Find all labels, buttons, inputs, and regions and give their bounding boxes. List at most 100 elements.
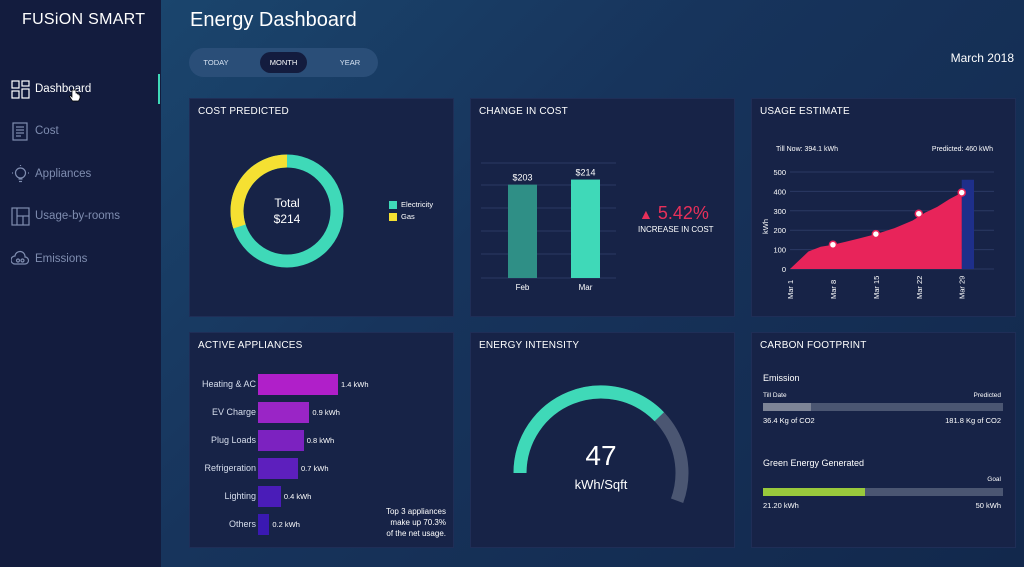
sidebar-item-dashboard[interactable]: Dashboard — [11, 77, 91, 101]
gas-slice — [230, 154, 288, 229]
energy-intensity-gauge: 47 kWh/Sqft — [513, 385, 689, 503]
card-title: COST PREDICTED — [198, 106, 289, 117]
period-month-button[interactable]: MONTH — [260, 52, 307, 73]
appliance-bar — [258, 402, 310, 423]
y-tick-label: 300 — [773, 207, 786, 216]
appliance-value: 0.8 kWh — [306, 436, 335, 445]
energy-intensity-card: ENERGY INTENSITY 47 kWh/Sqft — [470, 332, 735, 548]
x-tick-label: Mar 29 — [958, 276, 967, 299]
change-in-cost-chart: $203 Feb $214 Mar — [481, 162, 616, 292]
note-line: make up 70.3% — [390, 518, 446, 527]
usage-estimate-card: USAGE ESTIMATE Till Now: 394.1 kWh Predi… — [751, 98, 1016, 317]
page-title: Energy Dashboard — [190, 9, 357, 31]
active-nav-indicator — [158, 74, 160, 104]
appliance-label: EV Charge — [211, 407, 256, 417]
emission-progress-bar — [763, 403, 1003, 411]
brand-logo: FUSiON SMART — [22, 11, 146, 28]
sidebar-item-emissions[interactable]: Emissions — [11, 247, 87, 271]
green-energy-title: Green Energy Generated — [763, 458, 865, 468]
x-tick-label: Mar 22 — [915, 276, 924, 299]
appliance-value: 0.9 kWh — [312, 408, 340, 417]
change-label: INCREASE IN COST — [638, 225, 714, 234]
appliance-value: 0.2 kWh — [272, 520, 300, 529]
note-line: of the net usage. — [386, 529, 446, 538]
increase-arrow-icon: ▲ — [639, 206, 653, 222]
legend-label: Electricity — [401, 200, 434, 209]
card-title: USAGE ESTIMATE — [760, 106, 850, 117]
carbon-footprint-card: CARBON FOOTPRINT Emission Till Date Pred… — [751, 332, 1016, 548]
sidebar-item-label: Dashboard — [35, 83, 92, 95]
card-title: ACTIVE APPLIANCES — [198, 340, 303, 351]
change-in-cost-card: CHANGE IN COST $203 Feb $214 Mar ▲ 5.42% IN… — [470, 98, 735, 317]
predicted-label: Predicted: 460 kWh — [931, 146, 993, 153]
legend-gas: Gas — [389, 212, 415, 221]
green-energy-progress-fill — [763, 488, 865, 496]
card-title: CHANGE IN COST — [479, 106, 568, 117]
legend-swatch — [389, 212, 397, 221]
period-toggle: TODAY MONTH YEAR — [189, 48, 378, 77]
sidebar-item-label: Appliances — [35, 168, 92, 180]
appliance-summary-note: Top 3 appliances make up 70.3% of the ne… — [386, 506, 446, 539]
current-date: March 2018 — [950, 51, 1014, 65]
y-tick-label: 0 — [782, 265, 786, 274]
till-date-value: 36.4 Kg of CO2 — [763, 416, 815, 425]
appliance-label: Plug Loads — [210, 435, 256, 445]
cost-bar-value: $203 — [512, 173, 532, 183]
appliance-bar — [258, 374, 338, 395]
green-energy-progress-bar — [763, 488, 1003, 496]
active-appliances-card: ACTIVE APPLIANCES Heating & AC 1.4 kWh EV … — [189, 332, 454, 548]
till-now-label: Till Now: 394.1 kWh — [776, 146, 838, 153]
emission-progress-fill — [763, 403, 811, 411]
usage-marker — [871, 229, 881, 239]
x-tick-label: Mar 8 — [829, 280, 838, 299]
y-tick-label: 100 — [773, 246, 786, 255]
total-value: $214 — [274, 212, 301, 226]
appliance-bar — [258, 458, 298, 479]
sidebar-item-label: Emissions — [35, 253, 88, 265]
emissions-icon — [11, 250, 30, 269]
card-title: ENERGY INTENSITY — [479, 340, 580, 351]
cost-bar-category: Feb — [516, 283, 530, 292]
emission-title: Emission — [763, 373, 800, 383]
period-year-button[interactable]: YEAR — [339, 58, 361, 67]
y-tick-label: 400 — [773, 187, 786, 196]
goal-label: Goal — [987, 476, 1001, 483]
appliance-label: Refrigeration — [204, 463, 256, 473]
appliance-bar — [258, 486, 281, 507]
appliance-value: 1.4 kWh — [341, 380, 369, 389]
y-axis-label: kWh — [761, 219, 770, 234]
period-today-button[interactable]: TODAY — [203, 58, 229, 67]
goal-value: 50 kWh — [975, 501, 1001, 510]
usage-marker — [957, 188, 966, 197]
card-title: CARBON FOOTPRINT — [760, 340, 867, 351]
y-tick-label: 500 — [773, 168, 786, 177]
cost-bar-category: Mar — [579, 283, 593, 292]
intensity-unit: kWh/Sqft — [575, 477, 628, 492]
usage-marker — [914, 209, 924, 218]
cost-icon — [11, 121, 30, 141]
rooms-icon — [11, 206, 30, 226]
appliance-value: 0.7 kWh — [301, 464, 329, 473]
sidebar-item-usage-by-rooms[interactable]: Usage-by-rooms — [11, 204, 120, 228]
sidebar-item-label: Cost — [35, 125, 59, 137]
usage-marker — [828, 240, 838, 249]
appliance-value: 0.4 kWh — [283, 492, 312, 501]
y-tick-label: 200 — [773, 226, 786, 235]
sidebar-item-appliances[interactable]: Appliances — [11, 162, 91, 186]
legend-label: Gas — [401, 212, 415, 221]
sidebar-item-label: Usage-by-rooms — [35, 210, 120, 222]
intensity-value: 47 — [585, 440, 616, 471]
legend-swatch — [389, 200, 397, 209]
change-value: 5.42% — [657, 203, 709, 223]
sidebar-item-cost[interactable]: Cost — [11, 119, 59, 143]
x-tick-label: Mar 1 — [786, 280, 795, 299]
cost-bar-value: $214 — [575, 168, 595, 178]
predicted-label: Predicted — [973, 392, 1001, 399]
sidebar: FUSiON SMART Dashboard Cost Appliances U… — [0, 0, 161, 567]
predicted-band — [961, 179, 974, 269]
appliances-icon — [11, 164, 30, 184]
hand-cursor-icon — [69, 89, 81, 102]
cost-donut-chart: Total $214 — [230, 154, 344, 268]
cost-predicted-card: COST PREDICTED Total $214 Electricity Ga… — [189, 98, 454, 317]
dashboard-icon — [11, 79, 30, 99]
